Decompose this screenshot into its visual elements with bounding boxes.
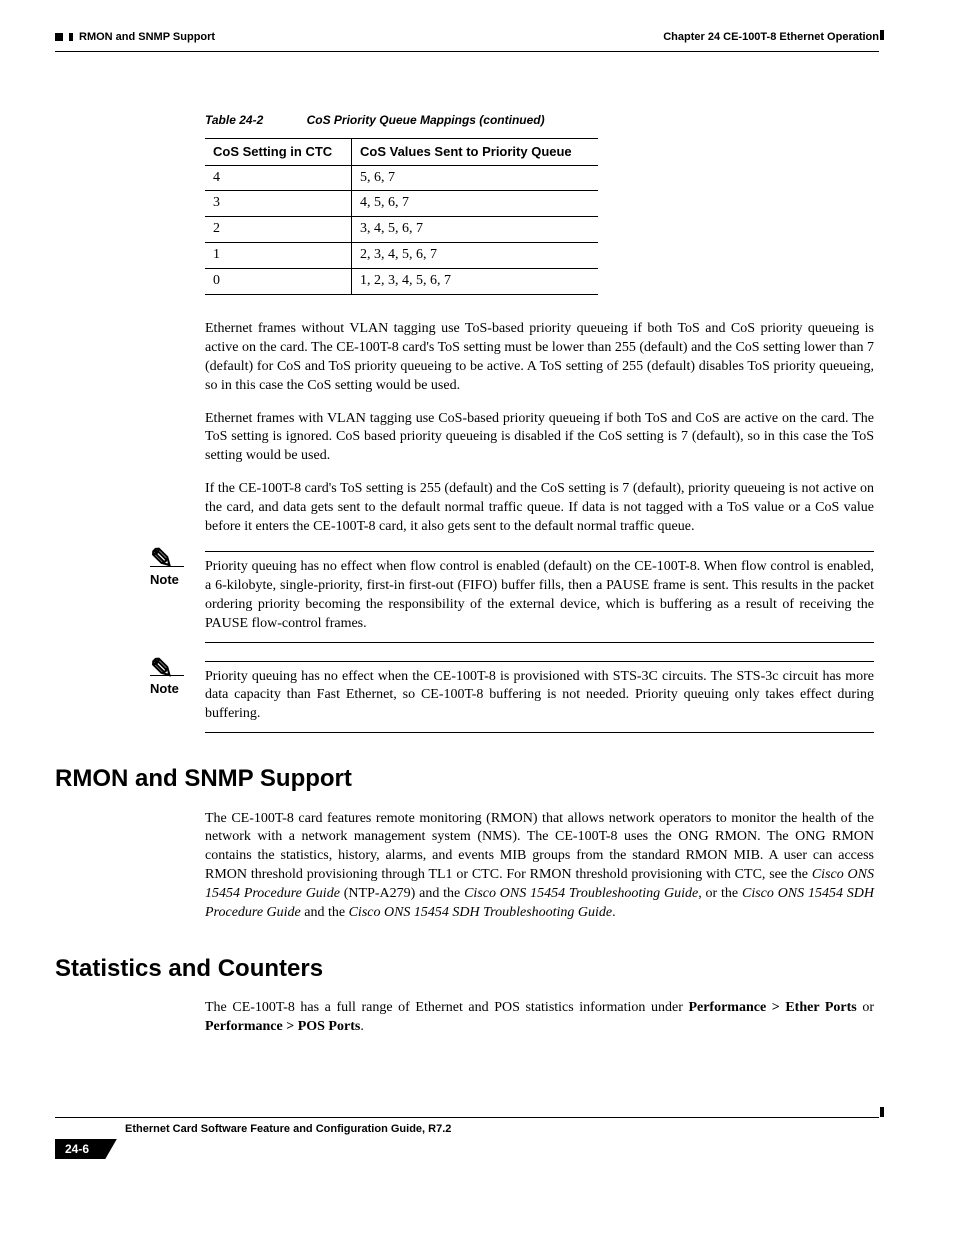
header-left-bar <box>69 33 73 41</box>
doc-ref: Cisco ONS 15454 Troubleshooting Guide <box>464 886 698 901</box>
stats-paragraph: The CE-100T-8 has a full range of Ethern… <box>205 999 874 1037</box>
note-label-area: ✎ Note <box>150 551 205 588</box>
rmon-paragraph: The CE-100T-8 card features remote monit… <box>205 810 874 923</box>
note-label: Note <box>150 681 179 696</box>
table-number: Table 24-2 <box>205 113 263 127</box>
table-row: 01, 2, 3, 4, 5, 6, 7 <box>205 269 598 295</box>
header-rule <box>55 51 879 52</box>
footer-right-bar <box>880 1107 884 1117</box>
page-footer: Ethernet Card Software Feature and Confi… <box>55 1117 879 1160</box>
col-header-0: CoS Setting in CTC <box>205 139 352 166</box>
text: and the <box>301 905 349 920</box>
cell: 3 <box>205 191 352 217</box>
doc-ref: Cisco ONS 15454 SDH Troubleshooting Guid… <box>349 905 613 920</box>
table-row: 34, 5, 6, 7 <box>205 191 598 217</box>
text: The CE-100T-8 card features remote monit… <box>205 811 874 883</box>
ui-path: Performance > POS Ports <box>205 1019 360 1034</box>
page-number-badge: 24-6 <box>55 1139 99 1159</box>
table-caption-text: CoS Priority Queue Mappings (continued) <box>307 113 545 127</box>
table-caption: Table 24-2 CoS Priority Queue Mappings (… <box>205 112 874 128</box>
note-text: Priority queuing has no effect when the … <box>205 661 874 734</box>
section-heading-rmon: RMON and SNMP Support <box>55 763 879 795</box>
note-label-area: ✎ Note <box>150 661 205 698</box>
cell: 4 <box>205 165 352 191</box>
cos-table: CoS Setting in CTC CoS Values Sent to Pr… <box>205 138 598 295</box>
cell: 2 <box>205 217 352 243</box>
note-label: Note <box>150 572 179 587</box>
footer-rule <box>55 1117 879 1118</box>
text: The CE-100T-8 has a full range of Ethern… <box>205 1000 688 1015</box>
text: . <box>360 1019 364 1034</box>
text: . <box>612 905 616 920</box>
cell: 5, 6, 7 <box>352 165 599 191</box>
cell: 0 <box>205 269 352 295</box>
ui-path: Performance > Ether Ports <box>688 1000 856 1015</box>
section-heading-stats: Statistics and Counters <box>55 953 879 985</box>
cell: 1 <box>205 243 352 269</box>
body-paragraph: If the CE-100T-8 card's ToS setting is 2… <box>205 480 874 537</box>
table-row: 12, 3, 4, 5, 6, 7 <box>205 243 598 269</box>
note-block: ✎ Note Priority queuing has no effect wh… <box>55 551 879 643</box>
header-left-marker <box>55 33 63 41</box>
body-paragraph: Ethernet frames with VLAN tagging use Co… <box>205 410 874 467</box>
table-row: 23, 4, 5, 6, 7 <box>205 217 598 243</box>
body-paragraph: Ethernet frames without VLAN tagging use… <box>205 320 874 396</box>
cell: 4, 5, 6, 7 <box>352 191 599 217</box>
note-text: Priority queuing has no effect when flow… <box>205 551 874 643</box>
cell: 3, 4, 5, 6, 7 <box>352 217 599 243</box>
col-header-1: CoS Values Sent to Priority Queue <box>352 139 599 166</box>
table-header-row: CoS Setting in CTC CoS Values Sent to Pr… <box>205 139 598 166</box>
footer-doc-title: Ethernet Card Software Feature and Confi… <box>125 1122 451 1137</box>
table-row: 45, 6, 7 <box>205 165 598 191</box>
text: , or the <box>698 886 742 901</box>
header-chapter: Chapter 24 CE-100T-8 Ethernet Operation <box>663 30 879 45</box>
note-block: ✎ Note Priority queuing has no effect wh… <box>55 661 879 734</box>
cell: 1, 2, 3, 4, 5, 6, 7 <box>352 269 599 295</box>
page-header: RMON and SNMP Support Chapter 24 CE-100T… <box>55 30 879 45</box>
cell: 2, 3, 4, 5, 6, 7 <box>352 243 599 269</box>
text: or <box>857 1000 874 1015</box>
header-section: RMON and SNMP Support <box>79 30 215 45</box>
header-right-bar <box>880 30 884 40</box>
text: (NTP-A279) and the <box>340 886 464 901</box>
